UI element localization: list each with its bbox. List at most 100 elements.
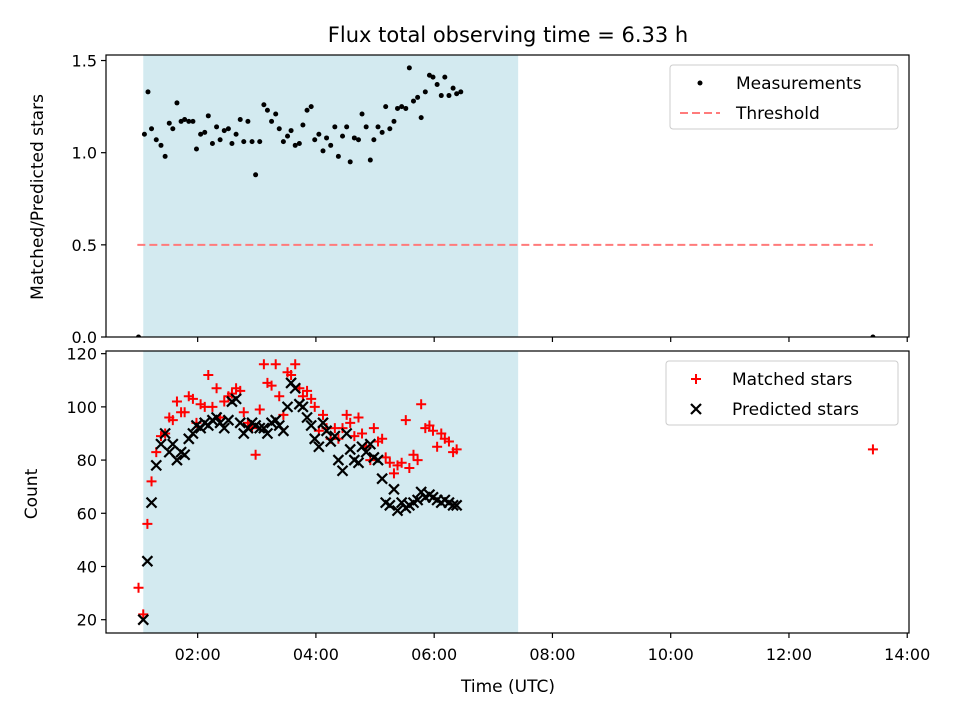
predicted-star-point (297, 401, 309, 413)
top-axes: 0.0 0.5 1.0 1.5 Measurements Threshold (72, 52, 910, 347)
matched-star-point (211, 383, 222, 394)
predicted-star-point (258, 422, 270, 434)
measurement-point (257, 139, 263, 145)
predicted-star-point (141, 555, 154, 567)
y-tick-label: 60 (77, 504, 97, 523)
legend-predicted-swatch (690, 403, 702, 415)
measurement-point (320, 148, 326, 154)
measurement-point (355, 137, 361, 143)
predicted-star-point (187, 427, 199, 440)
measurement-point (379, 129, 385, 135)
matched-star-point (133, 582, 144, 593)
measurement-point (136, 334, 142, 337)
plot-area (136, 65, 876, 337)
matched-star-point (432, 441, 443, 452)
measurement-point (233, 131, 239, 137)
matched-star-point (404, 463, 415, 474)
matched-star-point (306, 393, 317, 404)
x-tick-label: 08:00 (529, 645, 575, 664)
measurement-point (162, 153, 168, 159)
measurement-point (422, 89, 428, 95)
observing-span-shade (143, 351, 519, 633)
predicted-star-point (253, 422, 266, 434)
y-tick-label: 80 (77, 451, 97, 470)
predicted-star-point (388, 483, 400, 496)
matched-star-point (416, 399, 427, 410)
measurement-point (149, 126, 155, 132)
matched-star-point (238, 407, 249, 418)
predicted-star-point (450, 499, 463, 512)
legend-label: Threshold (735, 104, 820, 124)
axes-frame (105, 54, 910, 338)
measurement-point (198, 131, 204, 137)
predicted-star-point (171, 454, 183, 466)
y-tick-label: 0.0 (72, 328, 97, 347)
measurement-point (166, 120, 172, 126)
matched-star-point (357, 428, 368, 439)
legend-box (669, 64, 899, 130)
measurement-point (383, 104, 389, 110)
measurement-point (221, 128, 227, 134)
predicted-star-point (305, 419, 317, 432)
measurement-point (292, 142, 298, 148)
measurement-point (340, 133, 346, 139)
measurement-point (446, 93, 452, 99)
x-tick-label: 02:00 (175, 645, 221, 664)
predicted-star-point (411, 494, 424, 506)
matched-star-point (171, 396, 182, 407)
measurement-point (359, 111, 365, 117)
predicted-star-point (301, 411, 313, 424)
measurement-point (145, 89, 151, 95)
measurement-point (335, 153, 341, 159)
measurement-point (170, 126, 176, 132)
matched-star-point (254, 404, 265, 415)
predicted-star-point (447, 499, 459, 512)
measurement-point (186, 118, 192, 124)
predicted-star-point (336, 464, 349, 477)
measurement-point (182, 117, 188, 123)
measurement-point (367, 157, 373, 163)
measurement-point (217, 137, 223, 143)
predicted-star-point (313, 440, 325, 453)
legend: Matched stars Predicted stars (665, 360, 899, 426)
matched-star-point (219, 396, 230, 407)
measurement-point (415, 94, 421, 100)
matched-star-point (318, 409, 329, 420)
y-tick-label: 100 (66, 398, 97, 417)
measurement-point (273, 111, 279, 117)
x-tick-label: 14:00 (884, 645, 930, 664)
measurement-point (344, 124, 350, 130)
measurement-point (264, 107, 270, 113)
predicted-star-point (230, 393, 242, 405)
matched-star-point (349, 431, 360, 442)
plot-area (133, 359, 878, 626)
measurement-point (403, 105, 409, 111)
matched-star-point (290, 359, 301, 370)
predicted-star-point (320, 425, 333, 437)
measurement-point (269, 118, 275, 124)
legend-label: Measurements (736, 74, 862, 94)
measurement-point (304, 107, 310, 113)
measurement-point (174, 100, 180, 106)
measurement-point (237, 117, 243, 123)
measurement-point (458, 89, 464, 95)
measurement-point (332, 124, 338, 130)
x-tick-label: 04:00 (293, 645, 339, 664)
measurement-point (190, 118, 196, 124)
observing-span-shade (143, 55, 519, 337)
measurement-point (249, 139, 255, 145)
matched-star-point (266, 380, 277, 391)
x-tick-label: 10:00 (648, 645, 694, 664)
y-tick-label: 40 (77, 557, 97, 576)
measurement-point (261, 102, 267, 108)
predicted-star-point (372, 454, 384, 466)
legend-matched-swatch (691, 374, 701, 384)
predicted-star-point (145, 496, 158, 509)
bottom-y-axis-label: Count (22, 468, 42, 519)
measurement-point (205, 113, 211, 119)
y-tick-label: 20 (77, 611, 97, 630)
matched-star-point (388, 468, 399, 479)
predicted-star-point (332, 454, 345, 466)
legend: Measurements Threshold (669, 64, 899, 130)
